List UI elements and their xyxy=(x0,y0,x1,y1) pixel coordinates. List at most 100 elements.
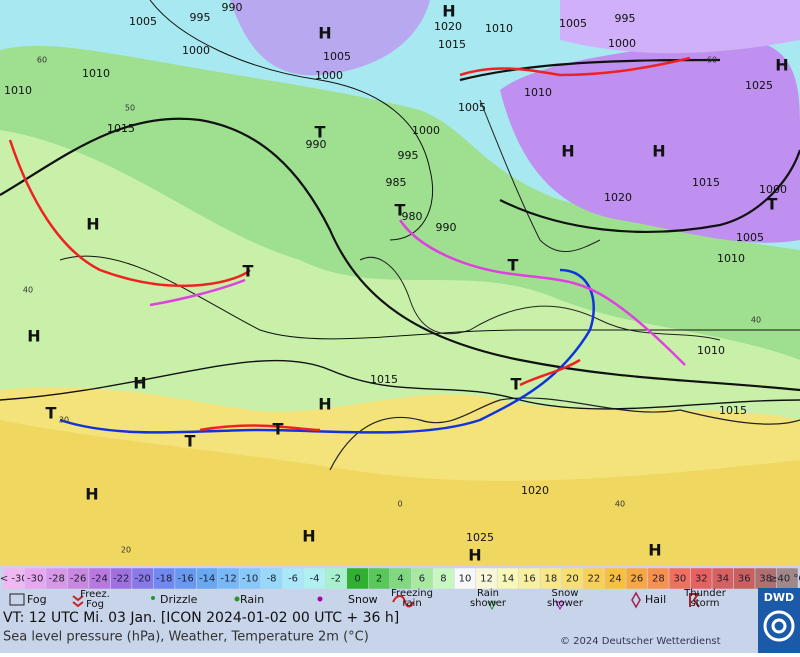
hail-icon xyxy=(631,591,641,609)
scale-label: -12 xyxy=(220,574,236,585)
scale-label: -28 xyxy=(49,574,65,585)
occluded-front xyxy=(149,278,246,307)
snow-icon xyxy=(317,596,323,602)
legend-label: Snow xyxy=(348,593,378,606)
description: Sea level pressure (hPa), Weather, Tempe… xyxy=(3,630,369,645)
scale-label: 28 xyxy=(652,574,665,585)
temperature-line-label: 40 xyxy=(751,316,761,325)
pressure-label: 995 xyxy=(615,12,636,25)
scale-label: 18 xyxy=(545,574,558,585)
temperature-line-label: 40 xyxy=(23,286,33,295)
pressure-label: 1000 xyxy=(759,183,787,196)
fog-icon xyxy=(9,593,25,606)
scale-label: 34 xyxy=(716,574,729,585)
scale-label: 22 xyxy=(588,574,601,585)
isobar xyxy=(0,117,800,392)
scale-label: -4 xyxy=(310,574,320,585)
pressure-label: 1010 xyxy=(4,84,32,97)
legend-label: Hail xyxy=(645,593,666,606)
scale-label: -24 xyxy=(92,574,108,585)
scale-label: 38 xyxy=(759,574,772,585)
scale-label: 12 xyxy=(480,574,493,585)
scale-label: 36 xyxy=(738,574,751,585)
pressure-label: 1005 xyxy=(736,231,764,244)
legend-label: Rain xyxy=(240,593,264,606)
legend-label: Drizzle xyxy=(160,593,198,606)
low-pressure: T xyxy=(46,404,57,423)
pressure-label: 1005 xyxy=(559,17,587,30)
pressure-label: 1025 xyxy=(466,531,494,544)
high-pressure: H xyxy=(302,527,315,546)
temp-field-warm xyxy=(0,420,800,566)
pressure-label: 1010 xyxy=(524,86,552,99)
low-pressure: T xyxy=(315,123,326,142)
drizzle-icon xyxy=(151,596,155,600)
isobar xyxy=(0,359,800,410)
scale-label: -10 xyxy=(242,574,258,585)
temperature-line-label: 20 xyxy=(121,546,131,555)
cold-front xyxy=(8,139,251,288)
temperature-line-label: 40 xyxy=(615,500,625,509)
low-pressure: T xyxy=(511,375,522,394)
isobar xyxy=(59,255,800,340)
high-pressure: H xyxy=(85,485,98,504)
thunderstorm-icon xyxy=(689,593,700,608)
temperature-scale: < -30 -30 -28 -26 -24 -22 -20 -18 -16 -14 -12 -10 -8… xyxy=(0,567,800,590)
legend-label: Thunder storm xyxy=(683,588,727,609)
pressure-label: 985 xyxy=(386,176,407,189)
low-pressure: T xyxy=(185,432,196,451)
map-labels: 1005 995 990 1000 1010 1010 1015 1005 1000 990 995… xyxy=(4,1,789,565)
temp-field-greenland xyxy=(230,0,430,76)
warm-front xyxy=(519,358,581,387)
low-pressure: T xyxy=(508,256,519,275)
scale-label: 32 xyxy=(695,574,708,585)
warm-front xyxy=(459,56,691,77)
pressure-label: 1010 xyxy=(82,67,110,80)
snow-shower-icon xyxy=(555,601,565,611)
legend-label: Freezing rain xyxy=(391,588,433,609)
scale-label: 0 xyxy=(354,574,360,585)
scale-label: -6 xyxy=(288,574,298,585)
copyright: © 2024 Deutscher Wetterdienst xyxy=(560,636,721,647)
pressure-label: 990 xyxy=(222,1,243,14)
isobar xyxy=(459,58,721,82)
rain-shower-icon xyxy=(487,601,497,611)
low-pressure: T xyxy=(767,195,778,214)
legend-label: Snow shower xyxy=(547,588,584,609)
pressure-label: 1015 xyxy=(692,176,720,189)
pressure-label: 1000 xyxy=(412,124,440,137)
legend-label: Rain shower xyxy=(470,588,507,609)
low-pressure: T xyxy=(395,201,406,220)
pressure-label: 1010 xyxy=(697,344,725,357)
scale-label: -14 xyxy=(199,574,215,585)
pressure-label: 1005 xyxy=(129,15,157,28)
temperature-line-label: 0 xyxy=(397,500,402,509)
logo-swirl xyxy=(763,610,795,642)
freezing-rain-icon xyxy=(392,595,414,608)
high-pressure: H xyxy=(468,546,481,565)
high-pressure: H xyxy=(318,395,331,414)
isobar xyxy=(149,0,434,241)
high-pressure: H xyxy=(775,56,788,75)
pressure-label: 990 xyxy=(436,221,457,234)
legend-label: Freez. Fog xyxy=(80,589,110,610)
scale-label: 6 xyxy=(419,574,425,585)
valid-time: VT: 12 UTC Mi. 03 Jan. [ICON 2024-01-02 … xyxy=(3,610,399,626)
pressure-label: 1015 xyxy=(370,373,398,386)
scale-label: ≥40 °C xyxy=(769,574,800,585)
rain-icon xyxy=(234,596,240,602)
temp-field-arctic xyxy=(560,0,800,54)
scale-label: 16 xyxy=(523,574,536,585)
pressure-label: 1000 xyxy=(182,44,210,57)
pressure-label: 1000 xyxy=(608,37,636,50)
pressure-label: 1020 xyxy=(604,191,632,204)
temperature-line-label: 60 xyxy=(707,56,717,65)
coastline xyxy=(359,256,721,341)
pressure-label: 1010 xyxy=(485,22,513,35)
coastline xyxy=(479,99,601,253)
high-pressure: H xyxy=(27,327,40,346)
pressure-label: 990 xyxy=(306,138,327,151)
scale-label: 24 xyxy=(609,574,622,585)
scale-label: 4 xyxy=(397,574,403,585)
